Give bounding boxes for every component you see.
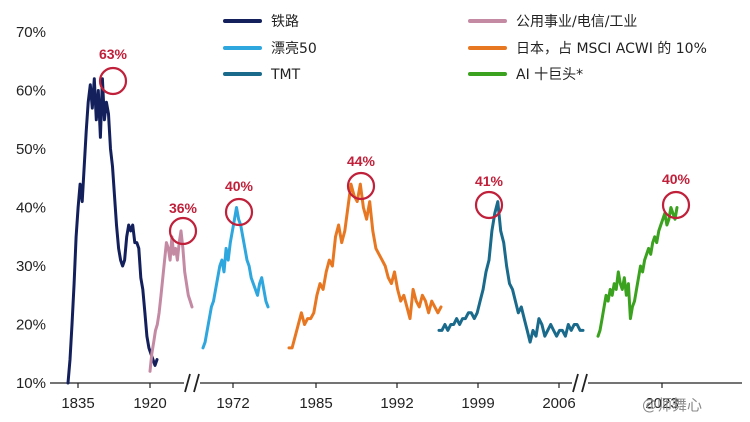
series-lines	[66, 77, 679, 385]
legend-label: AI 十巨头*	[516, 67, 583, 83]
x-tick-label: 1985	[299, 395, 332, 412]
peak-label: 36%	[169, 200, 198, 216]
y-tick-label: 40%	[16, 200, 46, 217]
legend-item: AI 十巨头*	[468, 67, 583, 83]
peak-circle	[168, 216, 198, 246]
x-tick-label: 1999	[461, 395, 494, 412]
x-axis-ticks: 1835 1920 1972 1985 1992 1999 2006 2023	[61, 383, 679, 412]
legend-item: 日本，占 MSCI ACWI 的 10%	[468, 41, 707, 57]
legend-item: TMT	[223, 67, 301, 83]
series-line	[596, 206, 679, 338]
axis-break-mark	[572, 373, 588, 393]
axis-breaks	[184, 373, 588, 393]
legend-item: 漂亮50	[223, 40, 317, 57]
y-tick-label: 70%	[16, 24, 46, 41]
watermark-text: @师舞心	[642, 396, 702, 414]
legend-label: 日本，占 MSCI ACWI 的 10%	[516, 41, 707, 57]
legend-label: 漂亮50	[271, 40, 317, 57]
peak-label: 63%	[99, 46, 128, 62]
peak-circle	[346, 171, 376, 201]
y-tick-label: 60%	[16, 83, 46, 100]
x-tick-label: 2006	[542, 395, 575, 412]
peak-circle	[661, 190, 691, 220]
legend-label: TMT	[270, 67, 301, 83]
series-line	[201, 206, 270, 350]
y-tick-label: 20%	[16, 317, 46, 334]
peak-label: 40%	[662, 171, 691, 187]
axis-break-mark	[184, 373, 200, 393]
legend-label: 公用事业/电信/工业	[516, 14, 637, 30]
peak-circle	[98, 66, 128, 96]
series-line	[287, 182, 443, 350]
series-line	[148, 229, 194, 373]
x-tick-label: 1972	[216, 395, 249, 412]
peak-circle	[224, 197, 254, 227]
legend-item: 公用事业/电信/工业	[468, 14, 637, 30]
series-line	[66, 77, 159, 385]
y-tick-label: 50%	[16, 141, 46, 158]
x-tick-label: 1920	[133, 395, 166, 412]
x-tick-label: 1835	[61, 395, 94, 412]
legend-label: 铁路	[271, 14, 299, 30]
peak-annotations: 63% 36% 40% 44% 41% 40%	[98, 46, 691, 246]
y-tick-label: 10%	[16, 375, 46, 392]
peak-label: 40%	[225, 178, 254, 194]
peak-label: 44%	[347, 153, 376, 169]
y-tick-label: 30%	[16, 258, 46, 275]
peak-circle	[474, 190, 504, 220]
y-axis-ticks: 10% 20% 30% 40% 50% 60% 70%	[16, 24, 46, 392]
series-line	[437, 200, 585, 344]
peak-label: 41%	[475, 173, 504, 189]
x-tick-label: 2023	[645, 395, 678, 412]
x-tick-label: 1992	[380, 395, 413, 412]
legend-item: 铁路	[223, 14, 299, 30]
